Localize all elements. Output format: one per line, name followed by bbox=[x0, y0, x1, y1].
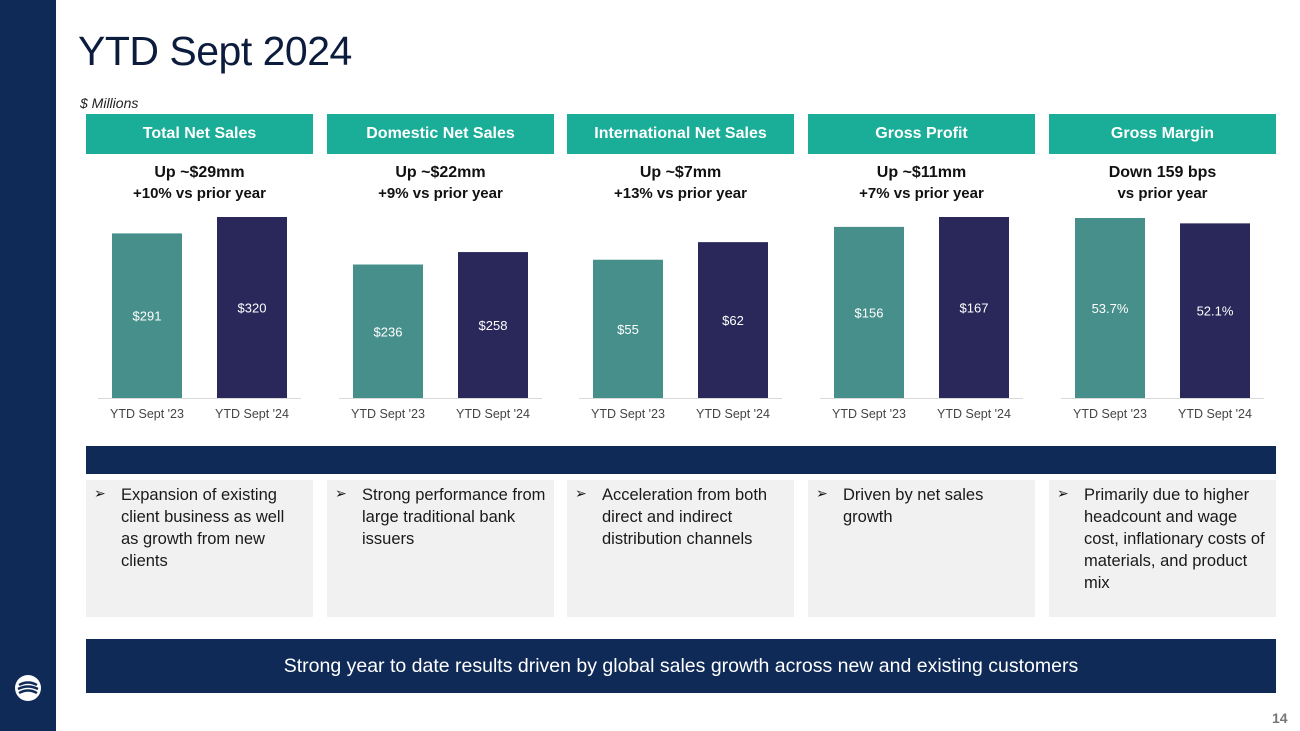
page-title: YTD Sept 2024 bbox=[78, 28, 352, 74]
bar-prior-year bbox=[112, 233, 182, 398]
panel-change-amount: Down 159 bps bbox=[1108, 164, 1217, 181]
bar-value-label: $55 bbox=[617, 322, 639, 337]
bar-chart: 53.7% YTD Sept '23 52.1% YTD Sept '24 bbox=[1061, 218, 1264, 421]
bar-current-year bbox=[1180, 223, 1250, 398]
left-sidebar-band bbox=[0, 0, 56, 731]
bar-prior-year bbox=[834, 226, 904, 398]
page-number: 14 bbox=[1272, 710, 1288, 726]
bar-current-year bbox=[939, 217, 1009, 398]
bar-prior-year bbox=[593, 259, 663, 398]
category-label: YTD Sept '23 bbox=[832, 407, 906, 421]
panel-change-percent: vs prior year bbox=[1117, 185, 1208, 202]
panel-change-amount: Up ~$22mm bbox=[395, 164, 486, 181]
category-label: YTD Sept '23 bbox=[110, 407, 184, 421]
bar-chart: $156 YTD Sept '23 $167 YTD Sept '24 bbox=[820, 217, 1023, 421]
category-label: YTD Sept '24 bbox=[456, 407, 530, 421]
bar-value-label: $167 bbox=[960, 301, 989, 316]
summary-banner: Strong year to date results driven by gl… bbox=[86, 639, 1276, 693]
bullet-arrow-icon: ➢ bbox=[1057, 485, 1069, 501]
panel-change-amount: Up ~$7mm bbox=[639, 164, 722, 181]
category-label: YTD Sept '24 bbox=[937, 407, 1011, 421]
category-label: YTD Sept '23 bbox=[591, 407, 665, 421]
commentary-text: Primarily due to higher headcount and wa… bbox=[1084, 486, 1265, 592]
bar-value-label: $291 bbox=[133, 309, 162, 324]
category-label: YTD Sept '24 bbox=[1178, 407, 1252, 421]
bar-prior-year bbox=[353, 264, 423, 398]
metric-panel: Gross Profit Up ~$11mm +7% vs prior year $1… bbox=[808, 114, 1035, 534]
bar-prior-year bbox=[1075, 218, 1145, 398]
metric-panel: Total Net Sales Up ~$29mm +10% vs prior ye… bbox=[86, 114, 313, 534]
panel-change-amount: Up ~$11mm bbox=[876, 164, 967, 181]
panel-header: International Net Sales bbox=[567, 114, 794, 154]
panel-header: Domestic Net Sales bbox=[327, 114, 554, 154]
panel-change-percent: +9% vs prior year bbox=[378, 185, 503, 202]
bar-chart: $55 YTD Sept '23 $62 YTD Sept '24 bbox=[579, 242, 782, 421]
bar-value-label: $236 bbox=[374, 324, 403, 339]
metric-panel: International Net Sales Up ~$7mm +13% vs p… bbox=[567, 114, 794, 534]
category-label: YTD Sept '24 bbox=[215, 407, 289, 421]
company-logo-icon bbox=[15, 675, 41, 701]
metric-panel: Gross Margin Down 159 bps vs prior year 53.… bbox=[1049, 114, 1276, 534]
commentary-box: ➢ Strong performance from large tradition… bbox=[327, 480, 554, 617]
bullet-arrow-icon: ➢ bbox=[335, 485, 347, 501]
commentary-text: Strong performance from large traditiona… bbox=[362, 486, 546, 548]
category-label: YTD Sept '23 bbox=[351, 407, 425, 421]
commentary-text: Driven by net sales growth bbox=[843, 486, 984, 526]
panel-change-amount: Up ~$29mm bbox=[154, 164, 245, 181]
bar-value-label: $258 bbox=[479, 318, 508, 333]
panel-header: Gross Profit bbox=[808, 114, 1035, 154]
units-label: $ Millions bbox=[80, 95, 139, 111]
panel-change-percent: +7% vs prior year bbox=[859, 185, 984, 202]
bar-value-label: $320 bbox=[238, 301, 267, 316]
bar-chart: $236 YTD Sept '23 $258 YTD Sept '24 bbox=[339, 252, 542, 421]
panel-change-percent: +13% vs prior year bbox=[613, 185, 747, 202]
category-label: YTD Sept '24 bbox=[696, 407, 770, 421]
commentary-box: ➢ Expansion of existing client business a… bbox=[86, 480, 313, 617]
divider-band bbox=[86, 446, 1276, 474]
bar-chart: $291 YTD Sept '23 $320 YTD Sept '24 bbox=[98, 217, 301, 421]
commentary-box: ➢ Primarily due to higher headcount and w… bbox=[1049, 480, 1276, 617]
bar-current-year bbox=[458, 252, 528, 398]
commentary-text: Expansion of existing client business as… bbox=[121, 486, 285, 570]
bullet-arrow-icon: ➢ bbox=[816, 485, 828, 501]
bar-value-label: 53.7% bbox=[1092, 301, 1129, 316]
bullet-arrow-icon: ➢ bbox=[575, 485, 587, 501]
bar-value-label: $62 bbox=[722, 313, 744, 328]
panel-header: Total Net Sales bbox=[86, 114, 313, 154]
metric-panel: Domestic Net Sales Up ~$22mm +9% vs prior … bbox=[327, 114, 554, 534]
category-label: YTD Sept '23 bbox=[1073, 407, 1147, 421]
bar-current-year bbox=[217, 217, 287, 398]
bullet-arrow-icon: ➢ bbox=[94, 485, 106, 501]
commentary-text: Acceleration from both direct and indire… bbox=[602, 486, 768, 548]
panel-header: Gross Margin bbox=[1049, 114, 1276, 154]
bar-value-label: 52.1% bbox=[1197, 304, 1234, 319]
bar-value-label: $156 bbox=[855, 305, 884, 320]
commentary-box: ➢ Acceleration from both direct and indir… bbox=[567, 480, 794, 617]
commentary-box: ➢ Driven by net sales growth bbox=[808, 480, 1035, 617]
bar-current-year bbox=[698, 242, 768, 398]
panel-change-percent: +10% vs prior year bbox=[132, 185, 266, 202]
